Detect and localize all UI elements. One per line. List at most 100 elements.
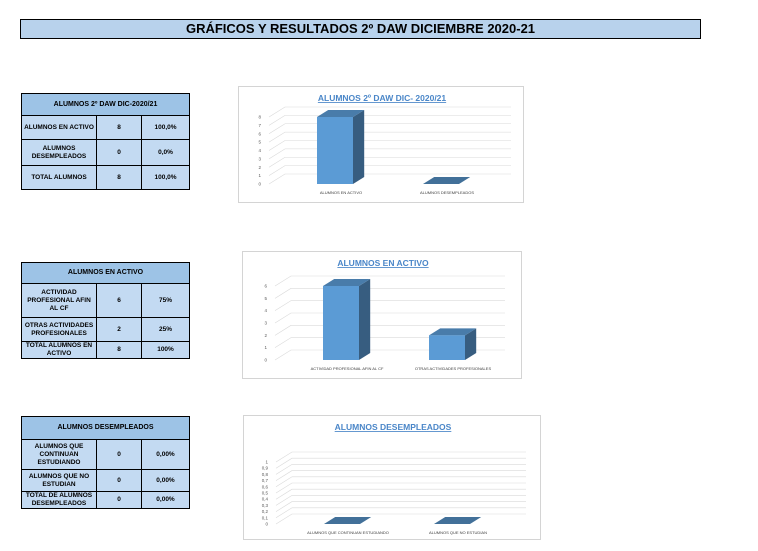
x-tick-label: ACTIVIDAD PROFESIONAL AFIN AL CF <box>311 366 384 371</box>
row-label: OTRAS ACTIVIDADES PROFESIONALES <box>21 317 97 342</box>
y-tick-label: 1 <box>264 345 267 350</box>
table-header: ALUMNOS 2º DAW DIC-2020/21 <box>21 93 190 116</box>
row-count: 0 <box>96 469 142 492</box>
gridline <box>275 476 526 488</box>
gridline <box>268 106 511 118</box>
row-label: ALUMNOS QUE CONTINUAN ESTUDIANDO <box>21 439 97 470</box>
y-tick-label: 0 <box>265 522 268 527</box>
y-tick-label: 7 <box>258 123 261 128</box>
row-label: ACTIVIDAD PROFESIONAL AFIN AL CF <box>21 283 97 318</box>
bar-side <box>359 279 371 360</box>
y-tick-label: 0 <box>264 358 267 363</box>
y-tick-label: 0,2 <box>262 509 269 514</box>
y-tick-label: 0,7 <box>262 478 269 483</box>
gridline <box>274 300 505 311</box>
row-label: ALUMNOS QUE NO ESTUDIAN <box>21 469 97 492</box>
y-tick-label: 4 <box>264 308 267 313</box>
row-label: TOTAL ALUMNOS EN ACTIVO <box>21 341 97 359</box>
y-tick-label: 0 <box>258 182 261 187</box>
row-percent: 0,00% <box>141 491 190 509</box>
gridline <box>268 148 511 160</box>
row-count: 8 <box>96 165 142 190</box>
y-tick-label: 6 <box>258 131 261 136</box>
y-tick-label: 4 <box>258 148 261 153</box>
table-alumnos-desempleados: ALUMNOS DESEMPLEADOS ALUMNOS QUE CONTINU… <box>21 416 190 509</box>
gridline <box>275 495 526 506</box>
gridline <box>275 488 526 500</box>
gridline <box>275 507 526 519</box>
gridline <box>275 451 526 463</box>
y-tick-label: 1 <box>265 460 268 465</box>
row-percent: 100,0% <box>141 115 190 140</box>
y-tick-label: 0,6 <box>262 484 269 489</box>
row-percent: 100% <box>140 341 191 359</box>
bar-side <box>465 328 477 360</box>
gridline <box>275 464 526 475</box>
y-tick-label: 1 <box>258 173 261 178</box>
chart-title: ALUMNOS DESEMPLEADOS <box>335 422 452 432</box>
gridline <box>268 173 511 185</box>
row-percent: 0,0% <box>141 139 190 166</box>
gridline <box>268 123 511 135</box>
table-header: ALUMNOS DESEMPLEADOS <box>21 416 190 440</box>
bar-top <box>324 517 372 524</box>
bar-side <box>353 110 365 184</box>
gridline <box>275 470 526 481</box>
chart-svg: ALUMNOS DESEMPLEADOS00,10,20,30,40,50,60… <box>262 422 526 535</box>
row-count: 2 <box>96 317 142 342</box>
x-tick-label: ALUMNOS DESEMPLEADOS <box>420 190 474 195</box>
row-percent: 0,00% <box>141 439 190 470</box>
x-tick-label: ALUMNOS EN ACTIVO <box>320 190 362 195</box>
x-tick-label: OTRAS ACTIVIDADES PROFESIONALES <box>415 366 492 371</box>
table-alumnos-activo: ALUMNOS EN ACTIVO ACTIVIDAD PROFESIONAL … <box>20 262 191 359</box>
chart-title: ALUMNOS 2º DAW DIC- 2020/21 <box>318 93 447 103</box>
y-tick-label: 5 <box>264 296 267 301</box>
row-count: 8 <box>96 341 142 359</box>
gridline <box>275 513 526 525</box>
chart-svg: ALUMNOS EN ACTIVO 0 1 2 3 4 5 6 ACTIVIDAD PROFES… <box>264 258 505 371</box>
row-count: 8 <box>96 115 142 140</box>
gridline <box>268 140 511 151</box>
chart-alumnos-desempleados: ALUMNOS DESEMPLEADOS 0 0,1 0,2 0,3 0,4 0,5 0,6 0… <box>243 415 541 540</box>
gridline <box>274 325 505 336</box>
row-count: 6 <box>96 283 142 318</box>
bar-top <box>423 177 471 184</box>
y-tick-label: 0,5 <box>262 491 269 496</box>
x-tick-label: ALUMNOS QUE CONTINUAN ESTUDIANDO <box>307 530 389 535</box>
row-label: ALUMNOS EN ACTIVO <box>21 115 97 140</box>
bar <box>323 286 359 360</box>
row-percent: 25% <box>140 317 191 342</box>
chart-title: ALUMNOS EN ACTIVO <box>337 258 429 268</box>
row-label: TOTAL DE ALUMNOS DESEMPLEADOS <box>21 491 97 509</box>
y-tick-label: 3 <box>258 156 261 161</box>
gridline <box>274 288 505 299</box>
y-tick-label: 5 <box>258 140 261 145</box>
row-count: 0 <box>96 439 142 470</box>
row-count: 0 <box>96 491 142 509</box>
gridline <box>274 312 505 324</box>
bar-top <box>323 279 371 286</box>
bar-top <box>429 328 477 336</box>
gridline <box>268 156 511 168</box>
y-tick-label: 0,3 <box>262 503 269 508</box>
y-tick-label: 3 <box>264 321 267 326</box>
y-tick-label: 6 <box>264 284 267 289</box>
table-header: ALUMNOS EN ACTIVO <box>20 262 191 284</box>
y-tick-label: 0,9 <box>262 466 269 471</box>
y-tick-label: 0,4 <box>262 497 269 502</box>
page-title: GRÁFICOS Y RESULTADOS 2º DAW DICIEMBRE 2… <box>20 19 701 39</box>
gridline <box>268 165 511 176</box>
gridline <box>275 501 526 512</box>
bar <box>429 335 465 360</box>
row-percent: 0,00% <box>141 469 190 492</box>
chart-alumnos-totales: ALUMNOS 2º DAW DIC- 2020/21 0 1 2 3 4 5 6 7 8 ALUM… <box>238 86 524 203</box>
y-tick-label: 8 <box>258 115 261 120</box>
gridline <box>268 115 511 126</box>
table-alumnos-totales: ALUMNOS 2º DAW DIC-2020/21 ALUMNOS EN AC… <box>21 93 190 190</box>
row-percent: 100,0% <box>141 165 190 190</box>
row-label: TOTAL ALUMNOS <box>21 165 97 190</box>
y-tick-label: 2 <box>264 333 267 338</box>
gridline <box>275 457 526 469</box>
y-tick-label: 2 <box>258 165 261 170</box>
gridline <box>275 482 526 494</box>
